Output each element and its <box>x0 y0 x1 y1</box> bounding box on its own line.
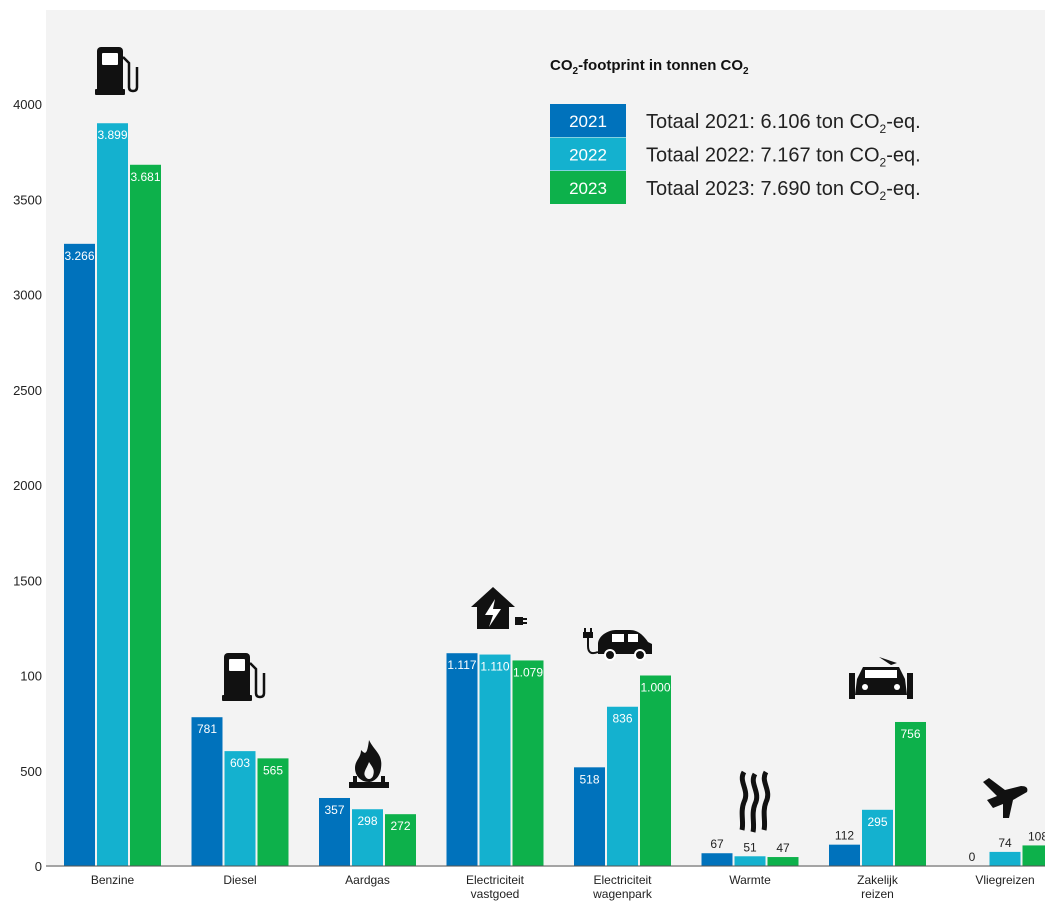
bar-2023 <box>512 660 544 866</box>
category-label: Warmte <box>729 873 771 887</box>
legend-total: Totaal 2021: 6.106 ton CO2-eq. <box>646 111 921 136</box>
bar-2022 <box>734 856 766 866</box>
y-tick-label: 100 <box>20 669 42 684</box>
bar-2021 <box>829 844 860 866</box>
gas-flame-icon <box>349 740 389 788</box>
bar-2022 <box>862 809 893 866</box>
data-label: 836 <box>612 712 632 726</box>
data-label: 74 <box>998 836 1012 850</box>
data-label: 51 <box>743 840 757 854</box>
data-label: 298 <box>357 814 377 828</box>
bar-2023 <box>1022 845 1045 866</box>
category-label: Vliegreizen <box>975 873 1034 887</box>
heat-waves-icon <box>739 770 771 833</box>
bar-2023 <box>640 675 671 866</box>
y-tick-label: 3500 <box>13 192 42 207</box>
data-label: 0 <box>969 850 976 864</box>
house-electric-icon <box>471 587 527 629</box>
data-label: 3.681 <box>130 170 160 184</box>
legend-swatch-2021 <box>550 104 626 137</box>
bar-2022 <box>224 751 256 866</box>
bar-2022 <box>989 851 1021 866</box>
data-label: 565 <box>263 763 283 777</box>
bar-2021 <box>574 767 605 866</box>
y-tick-label: 2500 <box>13 383 42 398</box>
fuel-pump-icon <box>95 47 139 95</box>
category-label: Zakelijk reizen <box>857 873 899 901</box>
y-tick-label: 4000 <box>13 97 42 112</box>
y-tick-label: 3000 <box>13 288 42 303</box>
category-label: Benzine <box>91 873 135 887</box>
bar-2022 <box>352 809 383 866</box>
bar-2021 <box>64 243 95 866</box>
legend-total: Totaal 2022: 7.167 ton CO2-eq. <box>646 145 921 170</box>
bar-2023 <box>130 164 161 866</box>
bar-2022 <box>97 123 128 867</box>
data-label: 357 <box>324 803 344 817</box>
chart-title: CO2-footprint in tonnen CO2 <box>550 57 749 77</box>
bar-2023 <box>257 758 289 866</box>
category-label: Diesel <box>223 873 256 887</box>
data-label: 3.266 <box>64 249 94 263</box>
y-tick-label: 0 <box>35 859 42 874</box>
y-tick-label: 500 <box>20 764 42 779</box>
category-label: Electriciteit wagenpark <box>592 873 653 901</box>
bar-2022 <box>479 654 511 866</box>
legend-swatch-2023 <box>550 171 626 204</box>
data-label: 603 <box>230 756 250 770</box>
y-tick-label: 2000 <box>13 478 42 493</box>
category-label: Electriciteit vastgoed <box>466 873 525 901</box>
legend-year: 2021 <box>569 112 607 131</box>
data-label: 1.110 <box>480 660 509 674</box>
data-label: 1.079 <box>513 665 543 679</box>
fuel-pump-icon <box>222 653 266 701</box>
y-axis: 4000 3500 3000 2500 2000 1500 100 500 0 <box>13 97 42 874</box>
data-label: 295 <box>867 815 887 829</box>
y-tick-label: 1500 <box>13 573 42 588</box>
airplane-icon <box>983 778 1028 818</box>
bar-2021 <box>319 797 350 866</box>
category-label: Aardgas <box>345 873 390 887</box>
legend-year: 2022 <box>569 146 607 165</box>
bar-2023 <box>385 814 416 866</box>
data-label: 1.117 <box>447 658 476 672</box>
bars: 3.266 3.899 3.681 781 603 565 357 298 272 1.117 1.… <box>64 123 1045 867</box>
data-label: 756 <box>900 727 920 741</box>
bar-2022 <box>607 706 638 866</box>
x-axis: Benzine Diesel Aardgas Electriciteit vastgoe… <box>91 873 1035 901</box>
legend-total: Totaal 2023: 7.690 ton CO2-eq. <box>646 178 921 203</box>
bar-2021 <box>191 717 223 866</box>
legend-swatch-2022 <box>550 137 626 171</box>
data-label: 112 <box>835 829 854 843</box>
data-label: 1.000 <box>640 681 670 695</box>
electric-car-icon <box>583 628 652 661</box>
legend-year: 2023 <box>569 179 607 198</box>
data-label: 518 <box>579 772 599 786</box>
data-label: 272 <box>390 819 410 833</box>
data-label: 67 <box>710 837 724 851</box>
bar-2023 <box>767 857 799 866</box>
data-label: 3.899 <box>97 128 127 142</box>
data-label: 781 <box>197 722 217 736</box>
data-label: 47 <box>776 841 790 855</box>
data-label: 108 <box>1028 829 1045 843</box>
bar-2021 <box>446 653 478 866</box>
bar-2023 <box>895 721 926 866</box>
business-travel-icon <box>849 657 913 699</box>
legend: CO2-footprint in tonnen CO2 2021 Totaal 2… <box>550 57 921 204</box>
bar-2021 <box>701 853 733 866</box>
